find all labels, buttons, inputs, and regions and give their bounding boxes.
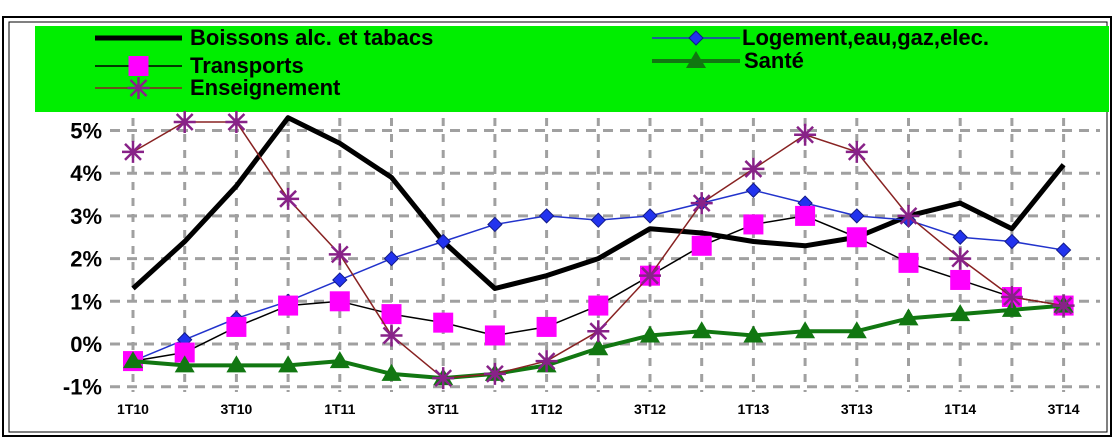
data-point-transports: [536, 316, 557, 337]
data-point-enseignement: [949, 247, 972, 270]
legend-label-transports: Transports: [190, 53, 304, 78]
data-point-enseignement: [535, 350, 558, 373]
data-point-sante: [743, 325, 764, 343]
x-tick-label: 1T14: [944, 401, 976, 417]
y-tick-label: -1%: [63, 375, 102, 400]
data-point-transports: [743, 214, 764, 235]
data-point-sante: [123, 351, 143, 369]
x-tick-label: 1T11: [324, 401, 355, 417]
legend: Boissons alc. et tabacs Logement,eau,gaz,…: [95, 25, 989, 100]
data-point-sante: [950, 304, 971, 322]
data-point-logement-eau-gaz-elec: [1004, 233, 1020, 250]
data-point-transports: [588, 295, 609, 316]
data-point-enseignement: [794, 123, 817, 146]
data-point-enseignement: [122, 140, 144, 163]
data-point-enseignement: [587, 320, 610, 343]
data-point-transports: [795, 205, 816, 226]
x-tick-label: 3T12: [634, 401, 666, 417]
y-axis-ticks: -1% 0% 1% 2% 3% 4% 5%: [63, 119, 102, 400]
x-tick-label: 1T10: [117, 401, 149, 417]
data-point-enseignement: [432, 367, 455, 390]
data-point-enseignement: [845, 140, 868, 163]
data-point-logement-eau-gaz-elec: [849, 208, 865, 224]
legend-label-enseignement: Enseignement: [190, 75, 341, 100]
legend-label-boissons-alc-et-tabacs: Boissons alc. et tabacs: [190, 25, 433, 50]
data-point-sante: [795, 321, 816, 339]
data-point-sante: [381, 363, 402, 381]
data-point-enseignement: [483, 362, 506, 385]
data-point-enseignement: [328, 243, 351, 266]
legend-label-logement-eau-gaz-elec: Logement,eau,gaz,elec.: [742, 25, 989, 50]
data-point-logement-eau-gaz-elec: [332, 272, 348, 288]
legend-label-sante: Santé: [744, 48, 804, 73]
x-tick-label: 3T13: [841, 401, 873, 417]
data-point-logement-eau-gaz-elec: [590, 212, 607, 228]
data-point-transports: [174, 342, 195, 363]
y-tick-label: 5%: [70, 119, 102, 144]
data-point-sante: [898, 308, 919, 326]
data-point-enseignement: [173, 110, 196, 133]
data-point-transports: [226, 316, 247, 337]
data-point-sante: [588, 338, 609, 356]
data-point-transports: [691, 235, 712, 256]
data-point-enseignement: [897, 204, 920, 227]
data-point-transports: [484, 325, 505, 346]
x-tick-label: 1T12: [531, 401, 563, 417]
legend-marker-enseignement: [127, 77, 150, 99]
data-point-enseignement: [1000, 286, 1023, 309]
data-point-sante: [174, 355, 195, 373]
series-group: [122, 110, 1075, 390]
data-point-logement-eau-gaz-elec: [383, 250, 400, 267]
data-point-sante: [846, 321, 867, 339]
data-point-transports: [898, 252, 919, 273]
x-tick-label: 3T11: [428, 401, 459, 417]
data-point-transports: [950, 269, 971, 290]
data-point-sante: [640, 325, 660, 343]
data-point-sante: [691, 321, 712, 339]
data-point-enseignement: [1052, 294, 1075, 317]
legend-marker-sante: [686, 51, 706, 68]
data-point-sante: [1001, 299, 1022, 317]
data-point-enseignement: [225, 110, 248, 133]
data-point-logement-eau-gaz-elec: [642, 208, 658, 224]
data-point-logement-eau-gaz-elec: [538, 208, 555, 224]
x-tick-label: 3T10: [220, 401, 252, 417]
data-point-transports: [278, 295, 299, 316]
data-point-transports: [381, 304, 402, 325]
legend-marker-transports: [128, 56, 149, 76]
x-tick-label: 3T14: [1048, 401, 1080, 417]
legend-marker-logement-eau-gaz-elec: [688, 30, 704, 46]
data-point-enseignement: [742, 157, 765, 180]
data-point-transports: [329, 291, 350, 312]
data-point-logement-eau-gaz-elec: [952, 229, 968, 245]
y-tick-label: 0%: [70, 332, 102, 357]
legend-background: [35, 26, 1109, 112]
data-point-enseignement: [277, 187, 300, 210]
data-point-logement-eau-gaz-elec: [487, 216, 503, 233]
x-axis-ticks: 1T10 3T10 1T11 3T11 1T12 3T12 1T13 3T13 1T14 3T14: [117, 401, 1080, 417]
y-tick-label: 2%: [70, 247, 102, 272]
data-point-sante: [278, 355, 299, 373]
x-tick-label: 1T13: [737, 401, 769, 417]
data-point-transports: [433, 312, 454, 333]
data-point-logement-eau-gaz-elec: [435, 233, 451, 250]
data-point-enseignement: [639, 264, 661, 287]
data-point-sante: [226, 355, 247, 373]
data-point-enseignement: [690, 192, 713, 215]
data-point-transports: [846, 227, 867, 248]
data-point-logement-eau-gaz-elec: [1055, 242, 1072, 258]
data-point-enseignement: [380, 324, 403, 347]
y-tick-label: 4%: [70, 161, 102, 186]
data-point-sante: [329, 351, 350, 369]
data-point-logement-eau-gaz-elec: [745, 182, 762, 198]
y-tick-label: 3%: [70, 204, 102, 229]
y-tick-label: 1%: [70, 289, 102, 314]
